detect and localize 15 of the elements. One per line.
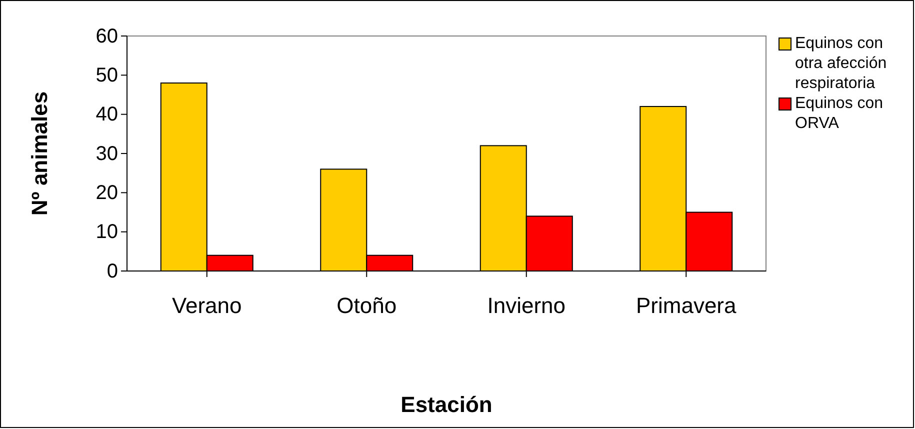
x-tick-label: Primavera [636, 293, 738, 318]
x-tick-label: Verano [172, 293, 242, 318]
y-tick-label: 50 [96, 64, 118, 87]
legend-label: Equinos con ORVA [795, 95, 884, 132]
y-axis-title: Nº animales [27, 91, 52, 216]
legend-label: Equinos con otra afección respiratoria [795, 35, 887, 92]
y-tick-label: 20 [96, 182, 118, 204]
y-tick-label: 30 [96, 142, 118, 165]
y-tick-label: 40 [96, 104, 118, 126]
x-tick-label: Otoño [336, 293, 397, 318]
x-axis-title: Estación [400, 392, 492, 417]
x-tick-label: Invierno [487, 293, 566, 318]
y-tick-label: 0 [106, 260, 118, 282]
y-tick-label: 60 [96, 25, 118, 48]
y-tick-label: 10 [96, 221, 118, 244]
